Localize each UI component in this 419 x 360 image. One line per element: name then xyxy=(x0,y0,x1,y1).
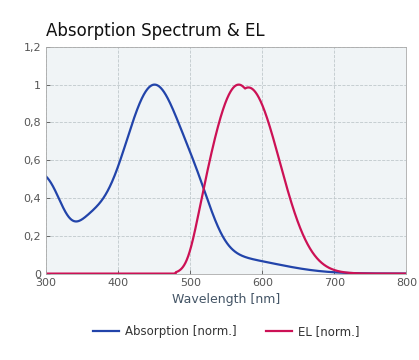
Absorption [norm.] xyxy=(210,210,215,214)
Absorption [norm.] xyxy=(62,208,67,212)
Absorption [norm.] xyxy=(393,271,398,276)
Absorption [norm.] xyxy=(393,271,398,276)
EL [norm.] xyxy=(236,82,241,87)
EL [norm.] xyxy=(393,271,398,276)
Line: EL [norm.]: EL [norm.] xyxy=(46,85,406,274)
Text: Absorption Spectrum & EL: Absorption Spectrum & EL xyxy=(46,22,265,40)
EL [norm.] xyxy=(393,271,398,276)
Line: Absorption [norm.]: Absorption [norm.] xyxy=(46,85,406,274)
X-axis label: Wavelength [nm]: Wavelength [nm] xyxy=(172,293,280,306)
EL [norm.] xyxy=(62,271,67,276)
EL [norm.] xyxy=(44,271,49,276)
Absorption [norm.] xyxy=(219,232,224,236)
Absorption [norm.] xyxy=(404,271,409,276)
Absorption [norm.] xyxy=(152,82,157,87)
Absorption [norm.] xyxy=(328,270,333,274)
EL [norm.] xyxy=(209,149,214,154)
Legend: Absorption [norm.], EL [norm.]: Absorption [norm.], EL [norm.] xyxy=(93,325,360,338)
EL [norm.] xyxy=(404,271,409,276)
EL [norm.] xyxy=(328,266,333,270)
Absorption [norm.] xyxy=(44,174,49,179)
EL [norm.] xyxy=(219,113,224,117)
